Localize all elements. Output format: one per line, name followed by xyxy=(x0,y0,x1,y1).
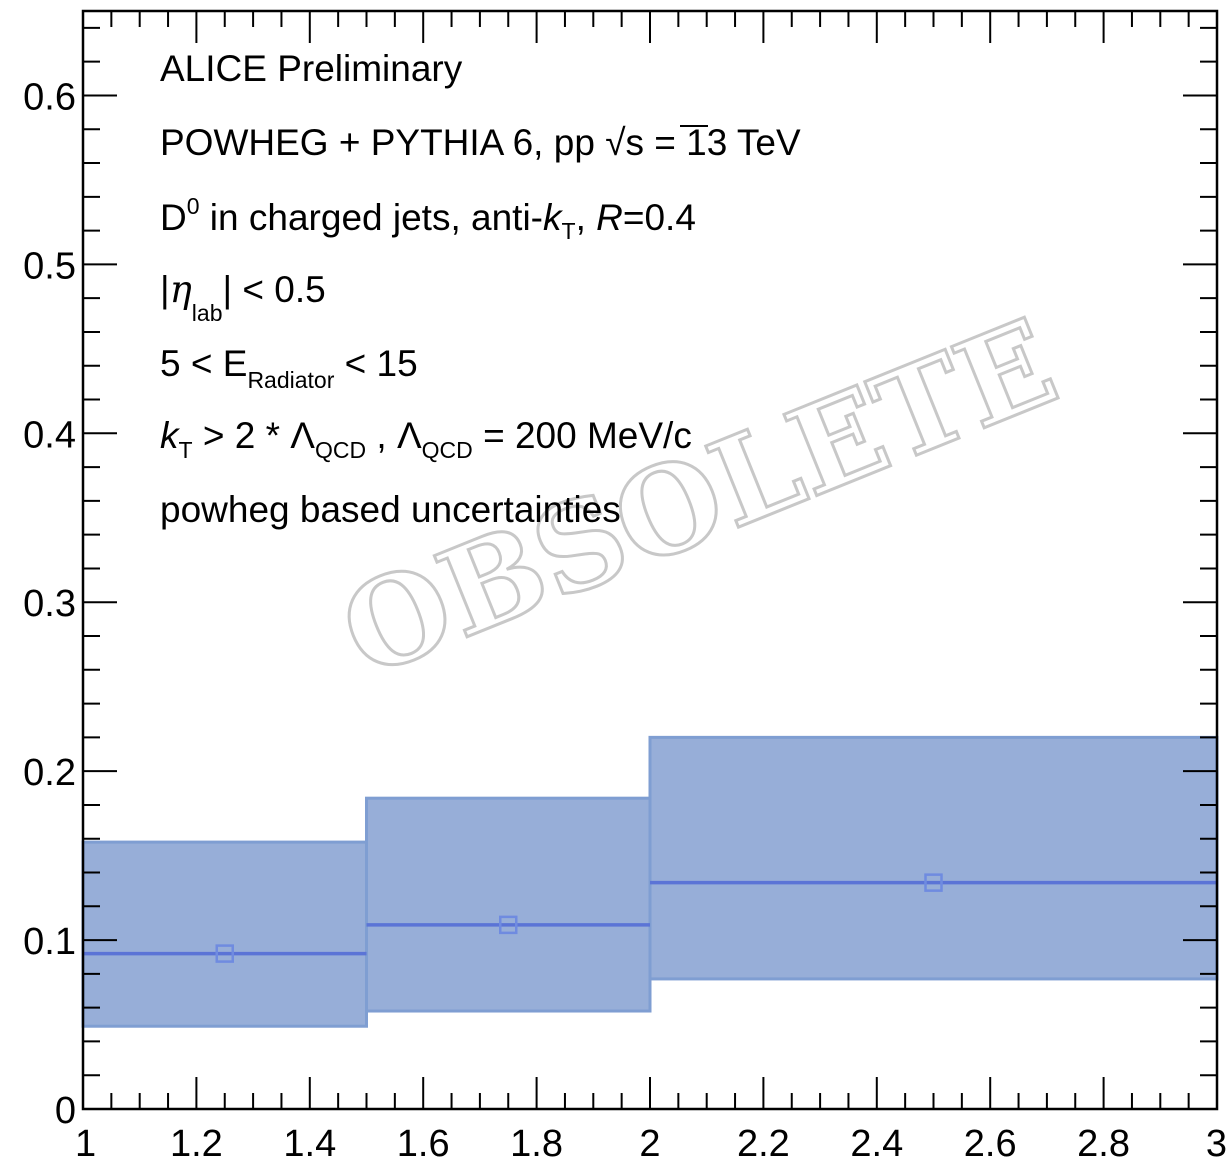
y-tick-label: 0.1 xyxy=(23,921,76,963)
annotation-jets: D0 in charged jets, anti-kT, R=0.4 xyxy=(160,193,696,244)
uncertainty-band-3 xyxy=(648,735,1219,981)
y-tick-labels: 0 0.1 0.2 0.3 0.4 0.5 0.6 xyxy=(23,76,76,1132)
x-tick-label: 2.2 xyxy=(737,1123,790,1162)
y-tick-label: 0.2 xyxy=(23,752,76,794)
x-tick-label: 2.4 xyxy=(850,1123,903,1162)
annotation-alice: ALICE Preliminary xyxy=(160,48,463,89)
axis-ticks xyxy=(82,11,1218,1110)
y-tick-label: 0.5 xyxy=(23,245,76,287)
x-tick-label: 1.2 xyxy=(170,1123,223,1162)
annotation-radiator: 5 < ERadiator < 15 xyxy=(160,343,418,393)
data-point-1 xyxy=(215,944,234,963)
y-tick-label: 0.3 xyxy=(23,583,76,625)
uncertainty-band-2 xyxy=(365,796,652,1013)
x-tick-label: 1.8 xyxy=(510,1123,563,1162)
y-tick-label: 0 xyxy=(55,1090,76,1132)
x-tick-label: 3 xyxy=(1206,1123,1227,1162)
central-values xyxy=(83,873,1217,963)
x-tick-label: 2 xyxy=(639,1123,660,1162)
x-tick-label: 1.6 xyxy=(397,1123,450,1162)
annotation-kt-cut: kT > 2 * ΛQCD , ΛQCD = 200 MeV/c xyxy=(160,415,692,463)
x-tick-label: 1 xyxy=(75,1123,96,1162)
x-tick-label: 1.4 xyxy=(283,1123,336,1162)
annotation-eta: |ηlab| < 0.5 xyxy=(160,268,326,326)
x-tick-label: 2.8 xyxy=(1077,1123,1130,1162)
annotation-uncertainties: powheg based uncertainties xyxy=(160,489,621,530)
annotation-generator: POWHEG + PYTHIA 6, pp √s = 13 TeV xyxy=(160,122,801,163)
uncertainty-bands xyxy=(81,735,1219,1028)
data-point-3 xyxy=(924,873,943,892)
data-point-2 xyxy=(499,915,518,935)
annotation-block: ALICE Preliminary POWHEG + PYTHIA 6, pp … xyxy=(160,48,801,530)
uncertainty-band-1 xyxy=(81,840,368,1028)
x-tick-labels: 1 1.2 1.4 1.6 1.8 2 2.2 2.4 2.6 2.8 3 xyxy=(75,1123,1227,1162)
x-tick-label: 2.6 xyxy=(964,1123,1017,1162)
y-tick-label: 0.6 xyxy=(23,76,76,118)
y-tick-label: 0.4 xyxy=(23,414,76,456)
